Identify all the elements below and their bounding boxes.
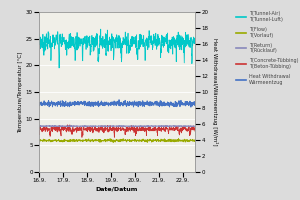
X-axis label: Date/Datum: Date/Datum	[96, 186, 138, 191]
Y-axis label: Heat Withdrawal/Wärmeentzug [W/m²]: Heat Withdrawal/Wärmeentzug [W/m²]	[212, 38, 218, 146]
Legend: T(Tunnel-Air)
T(Tunnel-Luft), T(Flow)
T(Vorlauf), T(Return)
T(Rücklauf), T(Concr: T(Tunnel-Air) T(Tunnel-Luft), T(Flow) T(…	[236, 11, 298, 85]
Y-axis label: Temperature/Temperatur [°C]: Temperature/Temperatur [°C]	[18, 51, 23, 133]
